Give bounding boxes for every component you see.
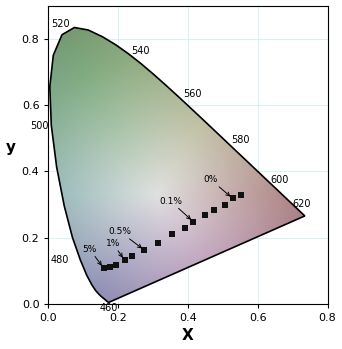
Text: 5%: 5%	[82, 245, 101, 265]
Text: 520: 520	[51, 19, 70, 29]
Y-axis label: y: y	[5, 140, 15, 155]
Text: 0%: 0%	[203, 175, 230, 196]
Text: 560: 560	[183, 89, 201, 99]
Text: 500: 500	[31, 120, 49, 131]
Polygon shape	[50, 28, 305, 302]
Text: 480: 480	[51, 255, 69, 265]
Text: 620: 620	[293, 199, 311, 209]
Text: 460: 460	[100, 303, 118, 313]
Text: 580: 580	[231, 135, 250, 145]
Text: 540: 540	[131, 46, 150, 55]
Text: 1%: 1%	[106, 239, 122, 257]
X-axis label: X: X	[182, 328, 194, 343]
Text: 600: 600	[271, 174, 289, 185]
Text: 0.1%: 0.1%	[159, 196, 190, 219]
Text: 0.5%: 0.5%	[108, 227, 141, 248]
